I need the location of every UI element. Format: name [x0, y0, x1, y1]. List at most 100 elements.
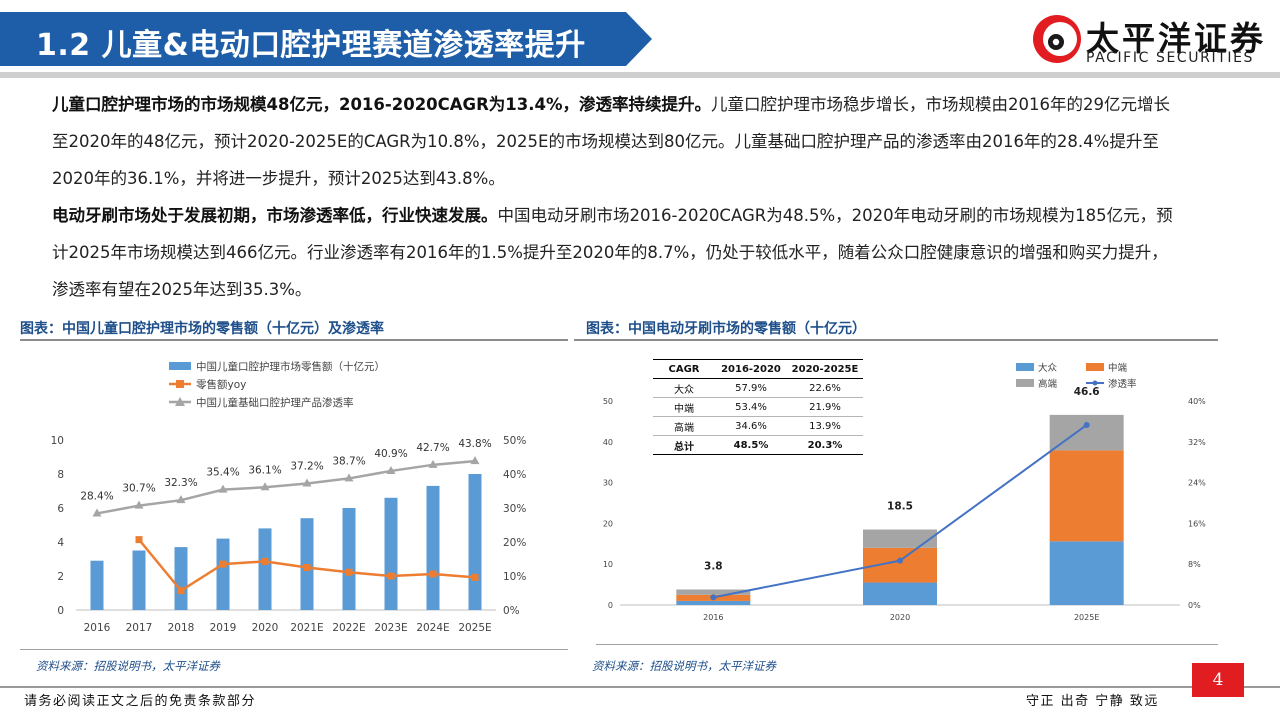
data-label: 35.4% — [206, 467, 239, 479]
penetration-line — [96, 459, 476, 515]
cagr-cell: 中端 — [653, 397, 715, 417]
cagr-cell: 57.9% — [715, 378, 787, 398]
yoy-point — [471, 573, 479, 581]
yoy-point — [219, 560, 227, 568]
footer-divider — [0, 686, 1280, 688]
cagr-cell: 高端 — [653, 416, 715, 436]
bar — [174, 547, 188, 610]
data-label: 43.8% — [458, 438, 491, 450]
legend-swatch — [1016, 379, 1034, 387]
right-chart-title: 图表：中国电动牙刷市场的零售额（十亿元） — [586, 321, 866, 337]
table-row: 高端 34.6% 13.9% — [653, 416, 863, 436]
y2-tick-label: 8% — [1188, 560, 1201, 569]
data-label: 36.1% — [248, 464, 281, 476]
penetration-point — [470, 456, 480, 465]
legend-swatch — [169, 362, 191, 370]
y2-tick-label: 40% — [1188, 397, 1206, 406]
x-tick-label: 2018 — [168, 622, 195, 634]
stacked-bar-segment — [1049, 541, 1124, 605]
total-label: 3.8 — [704, 560, 723, 572]
stacked-bar-segment — [1049, 450, 1124, 542]
y-tick-label: 0 — [57, 605, 64, 617]
x-tick-label: 2025E — [1074, 613, 1099, 622]
y2-tick-label: 30% — [503, 503, 526, 515]
disclaimer-note: 请务必阅读正文之后的免责条款部分 — [24, 694, 257, 709]
penetration-point — [218, 484, 228, 493]
x-tick-label: 2020 — [252, 622, 279, 634]
header-divider — [0, 72, 1280, 78]
y-tick-label: 10 — [603, 560, 613, 569]
y-tick-label: 20 — [603, 519, 613, 528]
penetration-point — [1083, 421, 1090, 428]
yoy-point — [345, 568, 353, 576]
cagr-cell: 48.5% — [715, 435, 787, 455]
x-tick-label: 2020 — [890, 613, 910, 622]
penetration-point — [134, 500, 144, 509]
left-chart-title: 图表：中国儿童口腔护理市场的零售额（十亿元）及渗透率 — [20, 321, 384, 337]
data-label: 30.7% — [122, 483, 155, 495]
logo-text-en: PACIFIC SECURITIES — [1086, 50, 1255, 66]
legend-swatch — [1016, 363, 1034, 371]
data-label: 40.9% — [374, 448, 407, 460]
x-tick-label: 2025E — [458, 622, 491, 634]
yoy-point — [177, 587, 185, 595]
cagr-cell: 53.4% — [715, 397, 787, 417]
x-tick-label: 2017 — [126, 622, 153, 634]
data-label: 32.3% — [164, 477, 197, 489]
title-banner — [0, 12, 652, 66]
company-motto: 守正 出奇 宁静 致远 — [1026, 694, 1159, 709]
penetration-point — [710, 594, 717, 601]
penetration-point — [386, 465, 396, 474]
paragraph-1-lead: 儿童口腔护理市场的市场规模48亿元，2016-2020CAGR为13.4%，渗透… — [52, 95, 712, 114]
left-chart-bottom-rule — [20, 649, 568, 650]
y-tick-label: 0 — [608, 601, 613, 610]
total-label: 46.6 — [1074, 386, 1100, 398]
legend-swatch — [1086, 363, 1104, 371]
x-tick-label: 2019 — [210, 622, 237, 634]
stacked-bar-segment — [863, 582, 937, 605]
paragraph-2: 电动牙刷市场处于发展初期，市场渗透率低，行业快速发展。中国电动牙刷市场2016-… — [52, 197, 1180, 308]
yoy-point — [429, 570, 437, 578]
cagr-cell: 21.9% — [787, 397, 863, 417]
x-tick-label: 2016 — [84, 622, 111, 634]
legend-label: 中国儿童基础口腔护理产品渗透率 — [196, 396, 354, 409]
bar — [468, 474, 482, 610]
y-tick-label: 30 — [603, 479, 613, 488]
table-row-total: 总计 48.5% 20.3% — [653, 435, 863, 455]
y-tick-label: 4 — [57, 537, 64, 549]
right-chart-bottom-rule — [596, 644, 1218, 645]
penetration-point — [428, 459, 438, 468]
stacked-bar-segment — [676, 600, 751, 605]
bar — [426, 485, 440, 610]
logo-text-cn: 太平洋证券 — [1086, 19, 1266, 58]
legend-label: 高端 — [1038, 378, 1058, 390]
left-chart-title-rule — [20, 339, 568, 341]
y2-tick-label: 0% — [1188, 601, 1201, 610]
y2-tick-label: 0% — [503, 605, 520, 617]
left-chart-source: 资料来源：招股说明书，太平洋证券 — [36, 659, 220, 673]
y2-tick-label: 16% — [1188, 519, 1206, 528]
legend-marker — [176, 380, 184, 388]
y2-tick-label: 10% — [503, 571, 526, 583]
cagr-table: CAGR 2016-2020 2020-2025E 大众 57.9% 22.6%… — [653, 359, 863, 455]
page-number: 4 — [1192, 663, 1244, 697]
y2-tick-label: 20% — [503, 537, 526, 549]
x-tick-label: 2016 — [703, 613, 723, 622]
y-tick-label: 6 — [57, 503, 64, 515]
y2-tick-label: 40% — [503, 469, 526, 481]
bar — [90, 560, 104, 610]
cagr-header-cell: 2016-2020 — [715, 359, 787, 379]
stacked-bar-segment — [1049, 414, 1124, 451]
stacked-bar-segment — [863, 529, 937, 548]
legend-label: 渗透率 — [1108, 378, 1137, 390]
y-tick-label: 40 — [603, 438, 613, 447]
legend-marker — [175, 397, 185, 406]
x-tick-label: 2024E — [416, 622, 449, 634]
x-tick-label: 2023E — [374, 622, 407, 634]
legend-marker — [1092, 380, 1098, 386]
y2-tick-label: 32% — [1188, 438, 1206, 447]
bar — [258, 528, 272, 610]
y-tick-label: 50 — [603, 397, 613, 406]
logo-icon — [1033, 15, 1081, 63]
